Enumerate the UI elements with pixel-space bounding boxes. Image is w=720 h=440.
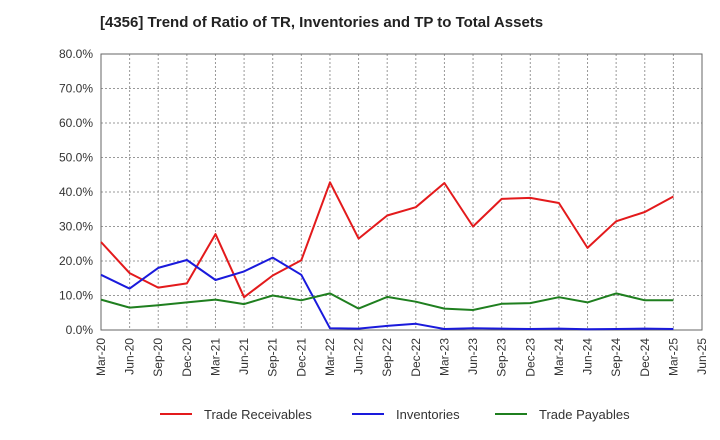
x-tick-label: Dec-23 [523,338,537,377]
x-tick-label: Jun-23 [466,338,480,375]
plot-area-frame [100,53,703,331]
y-tick-label: 40.0% [59,185,93,199]
x-tick-label: Dec-21 [294,338,308,377]
x-tick-label: Mar-24 [552,338,566,376]
legend-label: Trade Receivables [204,407,312,422]
x-tick-label: Jun-21 [237,338,251,375]
x-tick-label: Dec-22 [409,338,423,377]
x-tick-label: Mar-21 [208,338,222,376]
y-tick-label: 70.0% [59,82,93,96]
x-tick-label: Mar-25 [666,338,680,376]
x-tick-label: Dec-20 [180,338,194,377]
y-tick-label: 80.0% [59,47,93,61]
series-line-trade-payables [100,292,674,311]
x-tick-label: Sep-23 [495,338,509,377]
legend-label: Trade Payables [539,407,630,422]
x-tick-label: Sep-20 [151,338,165,377]
x-tick-label: Jun-25 [695,338,709,375]
y-tick-label: 50.0% [59,151,93,165]
chart-title: [4356] Trend of Ratio of TR, Inventories… [100,14,544,31]
y-tick-label: 30.0% [59,220,93,234]
x-tick-label: Sep-22 [380,338,394,377]
x-tick-label: Jun-22 [352,338,366,375]
x-tick-label: Mar-22 [323,338,337,376]
legend-label: Inventories [396,407,460,422]
y-tick-label: 60.0% [59,116,93,130]
x-tick-label: Jun-24 [581,338,595,375]
x-tick-label: Sep-21 [266,338,280,377]
x-tick-label: Mar-20 [94,338,108,376]
y-tick-label: 0.0% [66,323,94,337]
x-tick-label: Dec-24 [638,338,652,377]
series-line-inventories [100,256,674,331]
x-tick-label: Jun-20 [123,338,137,375]
y-tick-label: 10.0% [59,289,93,303]
x-tick-label: Mar-23 [437,338,451,376]
y-tick-label: 20.0% [59,254,93,268]
x-tick-label: Sep-24 [609,338,623,377]
